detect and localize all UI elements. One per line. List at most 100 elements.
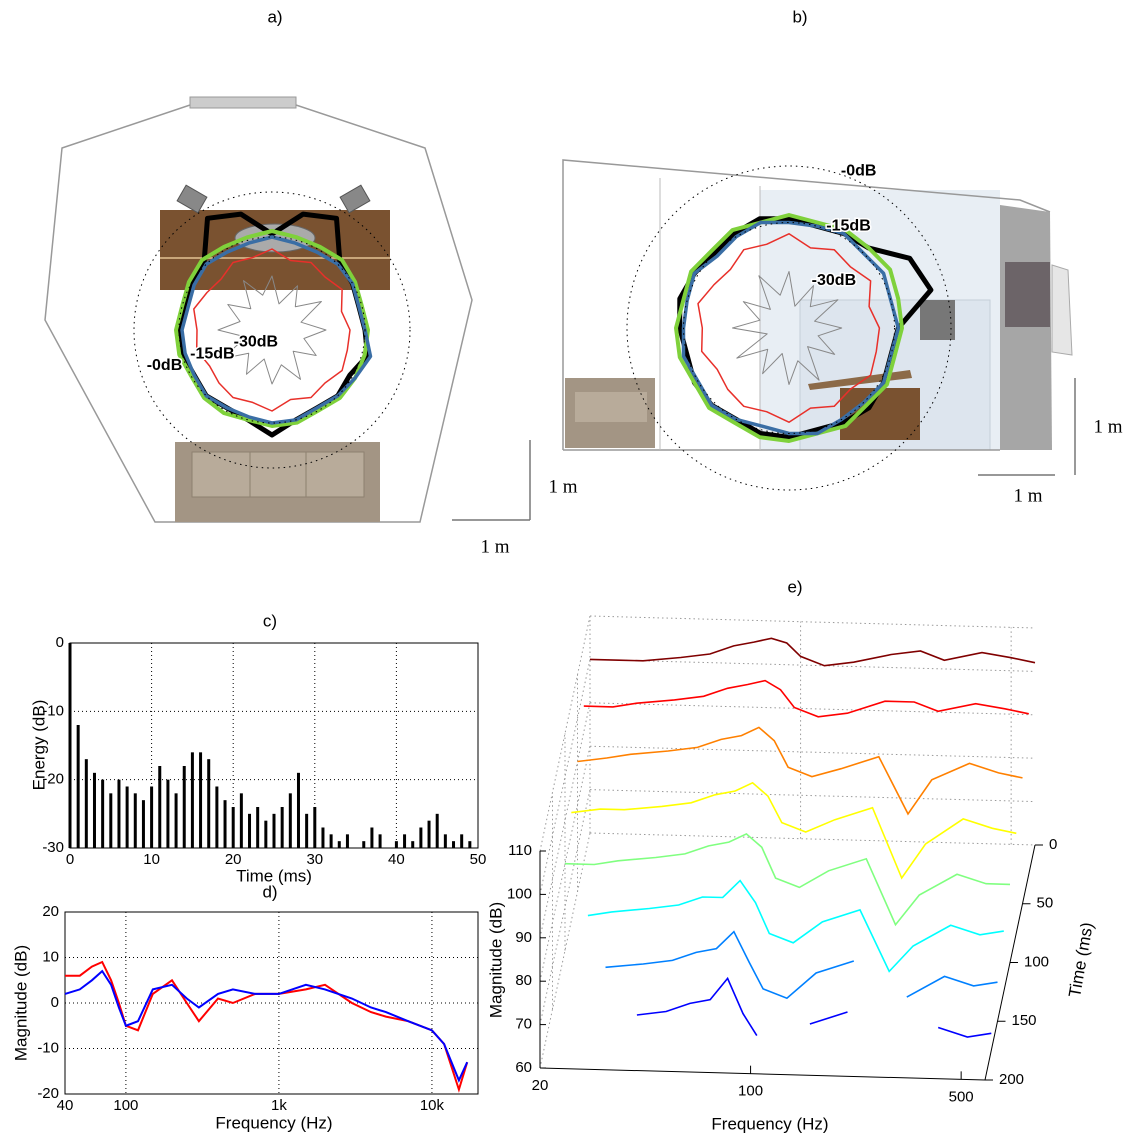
bar xyxy=(329,834,333,848)
z-tick-label: 150 xyxy=(1012,1012,1037,1029)
bar xyxy=(468,841,472,848)
bar xyxy=(313,807,317,848)
ring-label: -30dB xyxy=(234,334,278,351)
x-tick-label: 20 xyxy=(225,851,242,868)
x-tick-label: 10 xyxy=(143,851,160,868)
slice-line xyxy=(577,726,1023,816)
bar xyxy=(427,820,431,848)
bar xyxy=(362,841,366,848)
slice-line xyxy=(571,781,1017,880)
slice-line xyxy=(587,879,1004,973)
bar xyxy=(370,827,374,848)
line xyxy=(64,969,469,1083)
x-tick-label: 500 xyxy=(949,1088,974,1105)
polar-curve xyxy=(174,229,370,428)
bar xyxy=(452,841,456,848)
y-tick-label: 0 xyxy=(56,634,64,651)
bar xyxy=(460,834,464,848)
bar xyxy=(223,800,227,848)
bar xyxy=(68,643,72,848)
x-axis-label: Time (ms) xyxy=(236,866,312,885)
bar xyxy=(231,807,235,848)
y-tick-label: 100 xyxy=(507,885,532,902)
bar xyxy=(166,779,170,848)
x-tick-label: 50 xyxy=(470,851,487,868)
y-tick-label: 0 xyxy=(51,994,59,1011)
bar xyxy=(150,786,154,848)
x-tick-label: 40 xyxy=(57,1097,74,1114)
panel-title: b) xyxy=(792,7,807,26)
y-axis-label: Magnitude (dB) xyxy=(486,902,505,1018)
ring xyxy=(683,222,895,434)
bar xyxy=(321,827,325,848)
scale-label: 1 m xyxy=(480,536,509,557)
x-tick-label: 20 xyxy=(532,1077,549,1094)
z-tick-label: 200 xyxy=(999,1071,1024,1088)
z-tick-label: 100 xyxy=(1024,953,1049,970)
ring xyxy=(133,191,411,469)
bar xyxy=(435,813,439,848)
polar-curve xyxy=(697,233,881,423)
bar xyxy=(92,772,96,848)
slice-line xyxy=(583,679,1029,718)
scale-label: 1 m xyxy=(1093,416,1122,437)
bar xyxy=(76,725,80,848)
axis-line xyxy=(539,1067,986,1081)
bar xyxy=(174,793,178,848)
bar xyxy=(272,813,276,848)
bar xyxy=(403,834,407,848)
ring-label: -15dB xyxy=(826,217,870,234)
bar xyxy=(101,779,105,848)
bar xyxy=(182,766,186,848)
ring-label: -15dB xyxy=(190,345,234,362)
bar xyxy=(248,813,252,848)
z-tick-label: 50 xyxy=(1037,895,1054,912)
y-tick-label: 110 xyxy=(508,842,532,859)
y-tick-label: -20 xyxy=(37,1085,59,1102)
ring-label: -0dB xyxy=(147,357,183,374)
y-tick-label: -10 xyxy=(37,1039,59,1056)
bar xyxy=(419,827,423,848)
bar xyxy=(443,834,447,848)
bar xyxy=(199,752,203,848)
bar xyxy=(296,772,300,848)
y-tick-label: 20 xyxy=(42,903,59,920)
bar xyxy=(215,786,219,848)
scale-label: 1 m xyxy=(548,476,577,497)
bar xyxy=(280,807,284,848)
bar xyxy=(125,786,129,848)
x-tick-label: 10k xyxy=(420,1097,445,1114)
y-tick-label: -10 xyxy=(42,702,64,719)
y-tick-label: 80 xyxy=(515,972,532,989)
x-tick-label: 100 xyxy=(113,1097,138,1114)
x-tick-label: 0 xyxy=(66,851,74,868)
bar xyxy=(239,793,243,848)
x-tick-label: 100 xyxy=(738,1083,763,1100)
bar xyxy=(109,793,113,848)
bar xyxy=(158,766,162,848)
y-tick-label: 70 xyxy=(515,1016,532,1033)
x-tick-label: 40 xyxy=(388,851,405,868)
y-tick-label: -20 xyxy=(42,771,64,788)
x-tick-label: 30 xyxy=(306,851,323,868)
panel-title: a) xyxy=(267,7,282,26)
polar-curve xyxy=(180,235,373,425)
bar xyxy=(264,820,268,848)
ring-label: -30dB xyxy=(812,272,856,289)
axis-line xyxy=(984,844,1036,1081)
panel-title: d) xyxy=(262,882,277,901)
x-axis-label: Frequency (Hz) xyxy=(215,1113,332,1132)
bar xyxy=(411,841,415,848)
bar xyxy=(394,841,398,848)
ring xyxy=(626,165,952,491)
slice-line xyxy=(564,832,1011,927)
y-tick-label: 60 xyxy=(515,1059,532,1076)
bar xyxy=(207,759,211,848)
slice-line xyxy=(636,976,992,1038)
plot-frame xyxy=(64,911,479,1095)
polar-curve xyxy=(732,271,843,385)
bar xyxy=(133,793,137,848)
y-axis-label: Magnitude (dB) xyxy=(11,945,30,1061)
x-tick-label: 1k xyxy=(271,1097,287,1114)
